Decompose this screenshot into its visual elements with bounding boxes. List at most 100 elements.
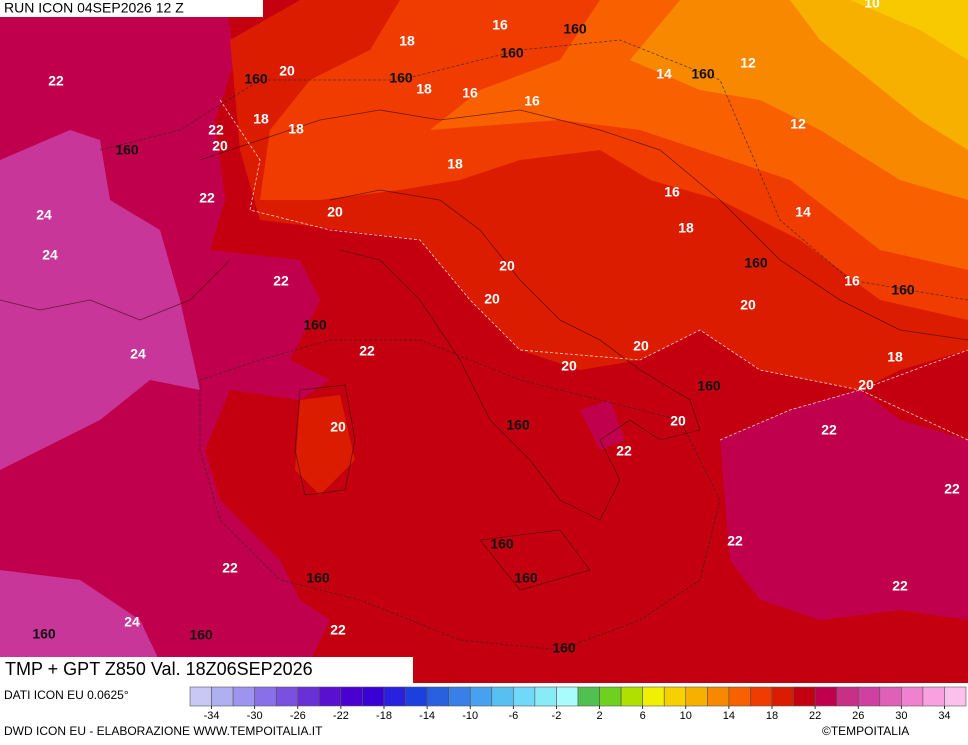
color-swatch [685, 686, 708, 707]
tick-label: -18 [376, 710, 392, 722]
isotherm-label: 20 [740, 297, 756, 313]
geopotential-isoline [99, 39, 968, 301]
geopotential-label: 160 [891, 282, 915, 298]
isotherm-label: 24 [42, 247, 58, 263]
isotherm-label: 24 [36, 207, 52, 223]
color-swatch [728, 686, 751, 707]
color-swatch [922, 686, 945, 707]
header-box [0, 0, 263, 17]
tick-label: -14 [419, 710, 435, 722]
temperature-zone [0, 570, 170, 683]
isotherm-label: 22 [892, 578, 908, 594]
isotherm-label: 20 [279, 63, 295, 79]
isotherm-label: 10 [864, 0, 880, 11]
isotherm-label: 22 [330, 622, 346, 638]
isotherm-label: 14 [795, 204, 811, 220]
temperature-zone [720, 390, 968, 620]
color-swatch [814, 686, 837, 707]
tick-label: 2 [596, 710, 602, 722]
isotherm-label: 22 [199, 190, 215, 206]
border-line [0, 259, 231, 321]
geopotential-label: 160 [744, 255, 768, 271]
geopotential-label: 160 [389, 70, 413, 86]
isotherm-label: 20 [633, 338, 649, 354]
color-swatch [405, 686, 428, 707]
geopotential-label: 160 [691, 66, 715, 82]
temperature-zone [850, 0, 968, 60]
isotherm-label: 22 [48, 73, 64, 89]
color-swatch [469, 686, 493, 707]
geopotential-label: 160 [514, 570, 538, 586]
tick-label: -22 [333, 710, 349, 722]
isotherm-label: 20 [499, 258, 515, 274]
isotherm-label: 20 [858, 377, 874, 393]
isotherm-label: 18 [447, 156, 463, 172]
geopotential-label: 160 [697, 378, 721, 394]
isotherm-label: 16 [492, 17, 508, 33]
color-swatch [491, 686, 514, 707]
color-swatch [232, 686, 255, 707]
isotherm-label: 16 [462, 85, 478, 101]
color-swatch [944, 686, 967, 707]
tick-label: -34 [204, 710, 220, 722]
isotherm-label: 22 [208, 122, 224, 138]
temperature-zone [790, 0, 968, 150]
copyright: ©TEMPOITALIA [822, 724, 909, 738]
color-swatch [750, 686, 773, 707]
isotherm-label: 16 [664, 184, 680, 200]
geopotential-label: 160 [32, 626, 56, 642]
color-swatch [383, 686, 406, 707]
geopotential-label: 160 [500, 45, 524, 61]
isotherm-label: 16 [844, 273, 860, 289]
color-swatch [340, 686, 363, 707]
color-swatch [513, 686, 536, 707]
coastline [329, 189, 701, 521]
isotherm [219, 99, 968, 391]
isotherm-label: 22 [727, 533, 743, 549]
tick-label: 6 [640, 710, 646, 722]
isotherm-label: 22 [821, 422, 837, 438]
tick-label: -26 [290, 710, 306, 722]
isotherm-label: 12 [790, 116, 806, 132]
isotherm-label: 20 [330, 419, 346, 435]
color-swatch [534, 686, 557, 707]
temperature-zone [0, 130, 200, 470]
color-swatch [620, 686, 643, 707]
color-swatch [448, 686, 471, 707]
tick-label: 10 [680, 710, 692, 722]
color-swatch [857, 686, 881, 707]
color-swatch [836, 686, 859, 707]
header: RUN ICON 04SEP2026 12 Z [4, 0, 184, 16]
isotherm-label: 16 [524, 93, 540, 109]
tick-label: -10 [462, 710, 478, 722]
color-swatch [254, 686, 277, 707]
color-swatch [275, 686, 299, 707]
temperature-zone [580, 400, 625, 450]
title-box [0, 657, 413, 683]
geopotential-label: 160 [306, 570, 330, 586]
tick-label: 18 [766, 710, 778, 722]
isotherm-label: 24 [124, 614, 140, 630]
geopotential-isoline [199, 339, 721, 651]
isotherm-label: 18 [399, 33, 415, 49]
geopotential-label: 160 [490, 536, 514, 552]
isotherm-label: 22 [616, 443, 632, 459]
isotherm-label: 20 [327, 204, 343, 220]
color-swatch [189, 686, 212, 707]
color-swatch [297, 686, 320, 707]
isotherm-label: 20 [212, 138, 228, 154]
title: TMP + GPT Z850 Val. 18Z06SEP2026 [5, 659, 313, 679]
isotherm-label: 12 [740, 55, 756, 71]
color-swatch [901, 686, 924, 707]
tick-label: -30 [247, 710, 263, 722]
isotherm-label: 22 [222, 560, 238, 576]
geopotential-label: 160 [303, 317, 327, 333]
color-swatch [707, 686, 730, 707]
coastline [479, 529, 591, 591]
color-swatch [577, 686, 600, 707]
credit: DWD ICON EU - ELABORAZIONE WWW.TEMPOITAL… [4, 724, 323, 738]
color-swatch [362, 686, 385, 707]
tick-label: 22 [809, 710, 821, 722]
color-swatch [771, 686, 794, 707]
